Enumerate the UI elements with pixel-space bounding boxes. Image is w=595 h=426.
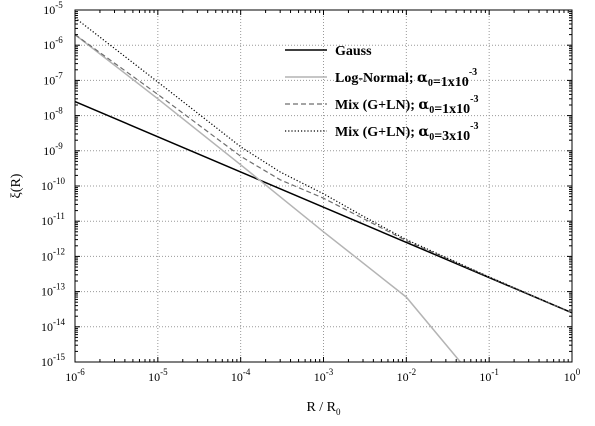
grid (75, 10, 572, 362)
legend-label-4: Mix (G+LN); α0=3x10-3 (335, 121, 479, 144)
ticks (74, 9, 573, 363)
legend-label-2: Log-Normal; α0=1x10-3 (335, 67, 477, 90)
legend-label-1: Gauss (335, 44, 372, 59)
series-line-3 (74, 34, 573, 314)
series-layer (74, 17, 573, 363)
legend: Gauss Log-Normal; α0=1x10-3 Mix (G+LN); α0… (285, 44, 479, 144)
series-line-2 (74, 34, 461, 363)
y-axis-title: ξ(R) (9, 173, 24, 198)
tick-labels: 10-6 10-5 10-4 10-3 10-2 10-1 10010-1510-1410-… (41, 0, 581, 384)
x-axis-title: R / R0 (306, 400, 341, 417)
legend-label-3: Mix (G+LN); α0=1x10-3 (335, 94, 479, 117)
